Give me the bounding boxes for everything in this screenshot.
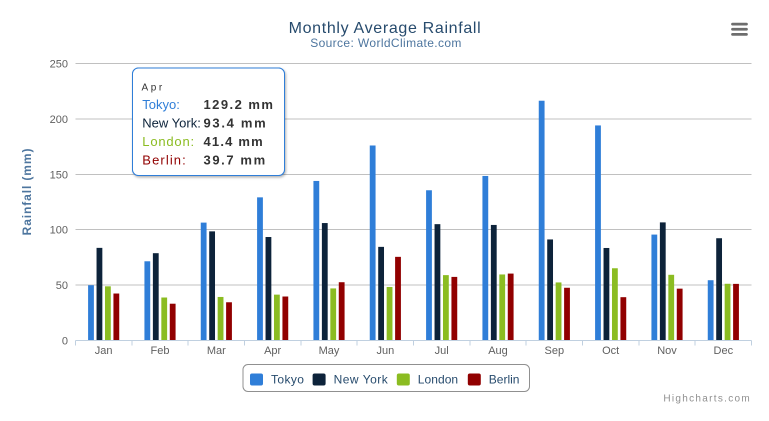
svg-text:Monthly Average Rainfall: Monthly Average Rainfall	[289, 20, 482, 37]
svg-text:0: 0	[62, 336, 68, 348]
svg-text:Nov: Nov	[657, 345, 677, 357]
svg-text:Oct: Oct	[602, 345, 619, 357]
svg-text:Tokyo:: Tokyo:	[142, 97, 180, 112]
svg-text:39.7 mm: 39.7 mm	[204, 152, 267, 167]
svg-text:Berlin: Berlin	[489, 373, 520, 387]
svg-text:Dec: Dec	[714, 345, 734, 357]
svg-text:Apr: Apr	[264, 345, 281, 357]
svg-text:50: 50	[56, 280, 68, 292]
svg-text:May: May	[319, 345, 340, 357]
svg-text:New York: New York	[334, 373, 389, 387]
svg-text:93.4 mm: 93.4 mm	[204, 116, 268, 131]
svg-text:Jun: Jun	[376, 345, 394, 357]
svg-text:250: 250	[50, 59, 68, 71]
svg-text:150: 150	[50, 169, 68, 181]
svg-text:Feb: Feb	[151, 345, 170, 357]
svg-text:Berlin:: Berlin:	[142, 152, 187, 167]
svg-text:Rainfall (mm): Rainfall (mm)	[20, 148, 34, 236]
svg-text:Jan: Jan	[95, 345, 113, 357]
svg-text:Mar: Mar	[207, 345, 226, 357]
svg-text:41.4 mm: 41.4 mm	[204, 134, 264, 149]
svg-text:London: London	[418, 373, 458, 387]
svg-text:Aug: Aug	[488, 345, 508, 357]
svg-text:London:: London:	[142, 134, 195, 149]
svg-text:New York:: New York:	[142, 116, 201, 131]
svg-text:200: 200	[50, 114, 68, 126]
svg-text:Sep: Sep	[545, 345, 565, 357]
svg-text:Tokyo: Tokyo	[271, 373, 304, 387]
svg-text:129.2 mm: 129.2 mm	[204, 97, 275, 112]
svg-text:Apr: Apr	[142, 83, 165, 94]
svg-text:Highcharts.com: Highcharts.com	[663, 394, 751, 405]
svg-text:100: 100	[50, 225, 68, 237]
svg-text:Jul: Jul	[435, 345, 449, 357]
svg-text:Source: WorldClimate.com: Source: WorldClimate.com	[310, 36, 462, 50]
